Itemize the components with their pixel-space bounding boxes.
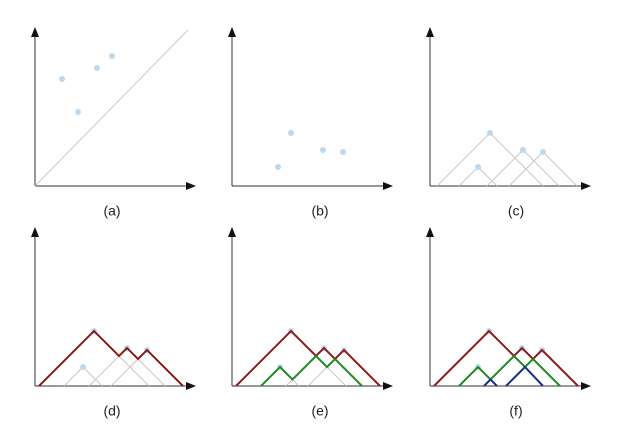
panel-label: (a): [103, 203, 120, 219]
panel-a: (a): [35, 28, 195, 219]
panel-label: (b): [311, 203, 328, 219]
panel-label: (e): [311, 403, 328, 419]
panel-label: (c): [508, 203, 524, 219]
panel-e: (e): [232, 228, 392, 419]
panel-label: (d): [103, 403, 120, 419]
panel-label: (f): [509, 403, 522, 419]
panel-b: (b): [232, 28, 392, 219]
panel-d: (d): [35, 228, 195, 419]
panel-f: (f): [430, 228, 590, 419]
panel-c: (c): [430, 28, 590, 219]
